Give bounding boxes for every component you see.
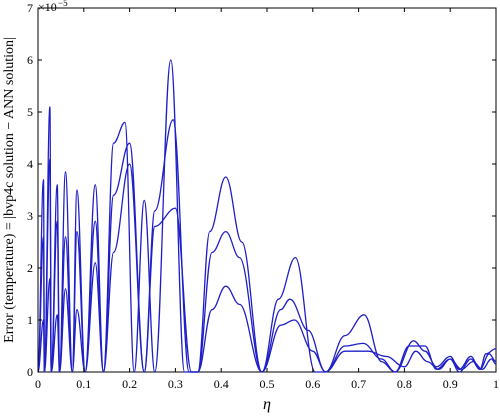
series-line-2 <box>37 119 497 373</box>
y-tick-label: 0 <box>27 365 33 379</box>
y-tick-label: 6 <box>27 53 33 67</box>
ticks-layer: 0 0.1 0.2 0.3 0.4 0.5 0.6 0.7 0.8 0.9 1 0 1 2 3 4 5 6 7 <box>27 1 499 391</box>
y-tick-label: 4 <box>27 157 33 171</box>
y-tick-label: 2 <box>27 261 33 275</box>
y-exponent-base: ×10 <box>38 0 57 14</box>
x-tick-label: 0.8 <box>397 377 412 391</box>
x-tick-label: 0.9 <box>443 377 458 391</box>
y-tick-label: 5 <box>27 105 33 119</box>
x-tick-label: 0.3 <box>168 377 183 391</box>
y-axis-label: Error (temperature) = |bvp4c solution − … <box>2 37 17 343</box>
y-exponent-power: −5 <box>58 0 68 8</box>
y-tick-label: 7 <box>27 1 33 15</box>
x-tick-label: 0.6 <box>305 377 320 391</box>
y-tick-label: 3 <box>27 209 33 223</box>
x-tick-label: 0.5 <box>260 377 275 391</box>
series-layer <box>37 59 497 373</box>
x-tick-label: 0.2 <box>122 377 137 391</box>
x-tick-label: 0.4 <box>214 377 229 391</box>
y-exponent-label: ×10 −5 <box>38 0 68 14</box>
x-tick-label: 1 <box>493 377 499 391</box>
y-tick-label: 1 <box>27 313 33 327</box>
x-tick-label: 0 <box>35 377 41 391</box>
series-line-3 <box>37 163 497 373</box>
x-tick-label: 0.1 <box>76 377 91 391</box>
x-axis-label: η <box>263 396 271 413</box>
x-tick-label: 0.7 <box>351 377 366 391</box>
